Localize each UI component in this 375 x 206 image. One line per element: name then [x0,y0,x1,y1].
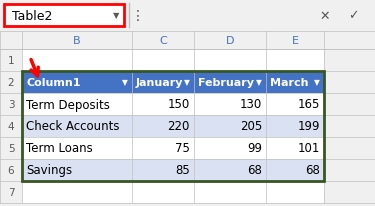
Text: 7: 7 [8,187,14,197]
Bar [266,181,324,203]
Text: Table2: Table2 [12,9,53,22]
Bar [22,72,324,181]
Bar [0,94,22,115]
Text: Term Deposits: Term Deposits [26,98,110,111]
Text: ▼: ▼ [184,78,190,87]
Bar [0,181,22,203]
Bar [266,72,324,94]
Text: 220: 220 [168,120,190,133]
Text: 68: 68 [247,164,262,177]
Bar [194,115,266,137]
Text: 205: 205 [240,120,262,133]
Bar [0,50,22,72]
Text: 99: 99 [247,142,262,155]
Bar [0,159,22,181]
Text: B: B [73,36,81,46]
Text: 101: 101 [298,142,320,155]
Bar [132,159,194,181]
Text: March: March [270,78,309,88]
Bar [22,94,132,115]
Text: ▼: ▼ [122,78,128,87]
Bar [0,32,375,50]
Text: 75: 75 [175,142,190,155]
Bar [132,137,194,159]
Text: 130: 130 [240,98,262,111]
Text: 150: 150 [168,98,190,111]
Bar [266,94,324,115]
Text: ▼: ▼ [113,12,119,20]
Bar [4,5,124,27]
Text: February: February [198,78,254,88]
Text: ▼: ▼ [314,78,320,87]
Bar [132,115,194,137]
Text: ▼: ▼ [256,78,262,87]
Bar [22,181,132,203]
Text: Column1: Column1 [26,78,81,88]
Text: 6: 6 [8,165,14,175]
Text: E: E [291,36,298,46]
Bar [0,72,22,94]
Bar [194,94,266,115]
Text: C: C [159,36,167,46]
Text: January: January [136,78,183,88]
Text: ⋮: ⋮ [131,9,145,23]
Bar [22,159,132,181]
Bar [194,50,266,72]
Text: 2: 2 [8,78,14,88]
Text: 199: 199 [297,120,320,133]
Bar [22,115,132,137]
Bar [194,181,266,203]
Text: 68: 68 [305,164,320,177]
Bar [132,72,194,94]
Text: 85: 85 [175,164,190,177]
Bar [22,72,132,94]
Text: 1: 1 [8,56,14,66]
Text: 165: 165 [298,98,320,111]
Text: Term Loans: Term Loans [26,142,93,155]
Bar [0,137,22,159]
Bar [22,137,132,159]
Bar [266,115,324,137]
Text: 3: 3 [8,99,14,109]
Bar [0,0,375,32]
Bar [266,159,324,181]
Bar [194,72,266,94]
Text: 5: 5 [8,143,14,153]
Bar [22,50,132,72]
Bar [194,159,266,181]
Bar [266,50,324,72]
Text: Savings: Savings [26,164,72,177]
Text: D: D [226,36,234,46]
Bar [266,137,324,159]
Bar [132,50,194,72]
Bar [0,115,22,137]
Text: ✓: ✓ [348,9,358,22]
Bar [132,181,194,203]
Bar [132,94,194,115]
Text: 4: 4 [8,121,14,131]
Text: Check Accounts: Check Accounts [26,120,120,133]
Text: ✕: ✕ [320,9,330,22]
Bar [194,137,266,159]
